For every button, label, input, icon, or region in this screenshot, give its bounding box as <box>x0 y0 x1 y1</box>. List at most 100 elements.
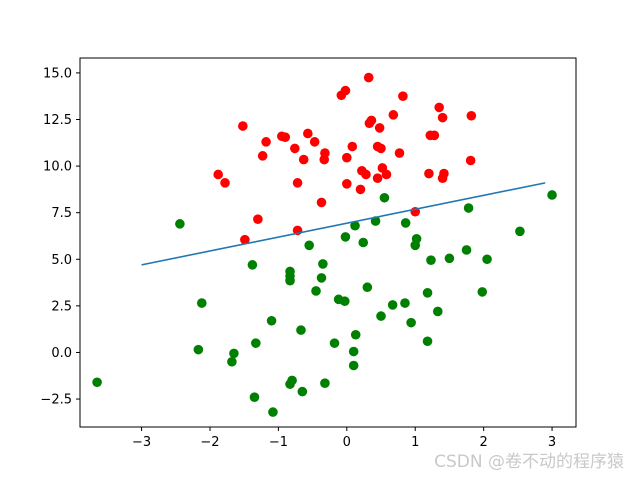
green-point <box>251 338 261 348</box>
y-tick-label: 2.5 <box>51 299 72 314</box>
red-point <box>309 137 320 147</box>
y-tick-label: 12.5 <box>43 113 72 128</box>
green-point <box>268 407 278 417</box>
red-point <box>466 110 477 121</box>
green-point <box>320 378 330 389</box>
green-point <box>193 344 204 355</box>
green-point <box>350 329 361 340</box>
plot-area <box>92 72 557 417</box>
red-point <box>355 184 366 195</box>
green-point <box>400 218 411 228</box>
red-point <box>316 197 327 208</box>
red-point <box>372 173 383 183</box>
green-point <box>92 377 102 388</box>
green-point <box>304 240 314 251</box>
green-point <box>422 336 433 347</box>
red-point <box>388 110 399 120</box>
green-point <box>482 254 492 265</box>
green-point <box>444 253 455 264</box>
green-point <box>311 286 321 296</box>
red-point <box>253 214 263 224</box>
green-point <box>387 300 398 310</box>
green-point <box>340 232 351 242</box>
green-point <box>461 245 472 255</box>
green-point <box>515 226 525 237</box>
green-point <box>247 260 258 270</box>
red-point <box>240 234 250 245</box>
y-tick-label: 5.0 <box>51 253 72 268</box>
red-point <box>319 154 330 165</box>
red-point <box>437 112 448 123</box>
green-point <box>348 360 359 371</box>
green-point <box>406 317 416 328</box>
y-tick-label: 15.0 <box>43 66 72 81</box>
red-point <box>336 90 347 101</box>
red-point <box>465 155 476 166</box>
red-point <box>261 137 271 147</box>
green-point <box>316 273 327 283</box>
green-point <box>285 275 295 286</box>
red-point <box>298 154 309 165</box>
x-tick-label: 0 <box>343 435 351 450</box>
red-point <box>257 151 268 161</box>
green-point <box>410 240 421 251</box>
red-point <box>342 179 352 189</box>
green-point <box>285 379 295 389</box>
red-point <box>439 168 449 179</box>
x-tick-label: 3 <box>548 435 556 450</box>
red-point <box>220 178 230 188</box>
red-point <box>374 123 385 133</box>
green-point <box>362 282 373 293</box>
green-point <box>175 219 185 229</box>
green-point <box>477 287 488 297</box>
green-point <box>358 237 369 248</box>
green-point <box>547 190 557 200</box>
red-point <box>238 121 248 131</box>
y-tick-label: 0.0 <box>51 346 72 361</box>
red-point <box>292 178 303 188</box>
red-point <box>342 152 352 163</box>
plot-marks <box>92 72 557 417</box>
green-point <box>329 338 340 348</box>
red-point <box>434 102 444 113</box>
x-tick-label: 2 <box>480 435 488 450</box>
red-point <box>363 72 374 83</box>
red-point <box>424 168 434 179</box>
green-point <box>249 392 260 402</box>
x-tick-label: −3 <box>132 435 151 450</box>
red-point <box>280 132 291 142</box>
red-point <box>376 143 386 154</box>
axes: −3 −2 −1 0 1 2 3 −2.5 0.0 2.5 5.0 7.5 10.0 12.5 15.0 <box>40 57 577 450</box>
red-point <box>347 141 358 152</box>
green-point <box>348 346 359 357</box>
green-point <box>400 298 410 308</box>
green-point <box>196 298 207 308</box>
green-point <box>318 259 328 269</box>
y-tick-label: 7.5 <box>51 206 72 221</box>
red-point <box>364 118 375 129</box>
green-point <box>266 315 277 326</box>
fit-line <box>141 182 546 266</box>
green-point <box>227 356 237 367</box>
green-point <box>339 296 350 307</box>
green-point <box>422 288 433 298</box>
x-tick-label: 1 <box>411 435 419 450</box>
red-point <box>398 91 408 101</box>
red-point <box>381 169 392 180</box>
red-point <box>429 130 440 141</box>
green-point <box>296 325 306 335</box>
green-point <box>433 306 443 317</box>
red-point <box>303 128 313 139</box>
red-point <box>394 148 405 158</box>
watermark-text: CSDN @卷不动的程序猿 <box>434 452 624 472</box>
green-point <box>463 203 474 213</box>
red-point <box>290 143 300 154</box>
red-point <box>361 169 371 180</box>
green-point <box>350 220 360 231</box>
y-tick-label: 10.0 <box>43 160 72 175</box>
x-tick-label: −2 <box>200 435 219 450</box>
x-tick-label: −1 <box>269 435 288 450</box>
green-point <box>297 386 308 397</box>
green-point <box>370 216 381 226</box>
